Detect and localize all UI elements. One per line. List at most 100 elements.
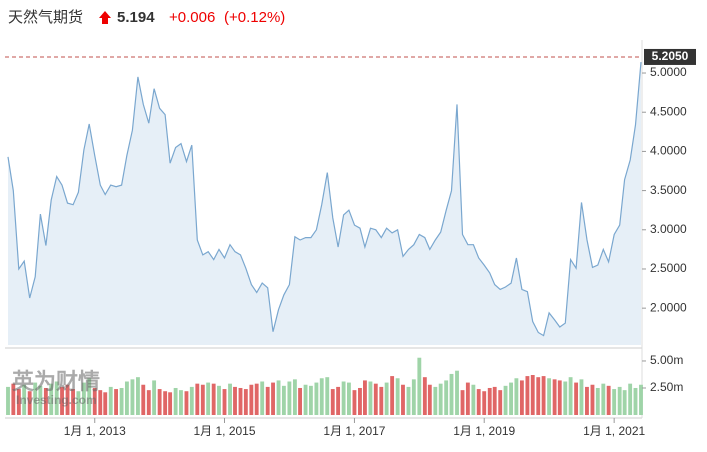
volume-bar [308, 385, 313, 415]
volume-bar [130, 379, 135, 415]
volume-bar [124, 381, 129, 415]
volume-bar [341, 381, 346, 415]
volume-bar [98, 390, 103, 415]
volume-bar [347, 382, 351, 415]
volume-bar [373, 383, 378, 415]
volume-bar [38, 385, 43, 415]
instrument-name: 天然气期货 [8, 9, 83, 26]
volume-bar [92, 387, 97, 415]
volume-bar [87, 378, 92, 415]
x-tick-label: 1月 1, 2021 [583, 424, 645, 438]
volume-bar [568, 377, 573, 415]
volume-bar [103, 392, 108, 415]
volume-bar [352, 390, 357, 415]
volume-bar [612, 389, 617, 415]
watermark: 英为财情 Investing.com [12, 369, 100, 407]
volume-bar [547, 378, 552, 415]
volume-bar [16, 389, 21, 415]
volume-bar [482, 391, 487, 415]
volume-bar [146, 390, 151, 415]
volume-bar [265, 386, 270, 415]
watermark-site: Investing.com [16, 393, 97, 407]
volume-bar [606, 385, 611, 415]
volume-bar [503, 385, 508, 415]
volume-bar [43, 387, 48, 415]
y-tick-label: 2.0000 [650, 300, 687, 314]
volume-bar [211, 383, 216, 415]
x-tick-label: 1月 1, 2019 [453, 424, 515, 438]
volume-bar [206, 382, 211, 415]
volume-bar [179, 390, 183, 415]
volume-bar [298, 387, 302, 415]
volume-bar [217, 385, 221, 415]
volume-bar [622, 390, 627, 415]
volume-bar [427, 384, 432, 415]
volume-bar [233, 386, 237, 415]
volume-bar [184, 391, 189, 415]
volume-bar [238, 387, 243, 415]
y-tick-label: 3.5000 [650, 183, 687, 197]
volume-bar [287, 381, 292, 415]
volume-bar [574, 382, 579, 415]
volume-bar [449, 373, 454, 415]
volume-bar [292, 379, 297, 415]
volume-bar [417, 357, 422, 415]
volume-bar [22, 384, 27, 415]
volume-bar [563, 381, 568, 415]
volume-bar [314, 382, 319, 415]
volume-bar [601, 383, 606, 415]
volume-bar [119, 387, 124, 415]
volume-bar [476, 389, 481, 415]
volume-bar [525, 376, 530, 415]
volume-bar [325, 377, 330, 415]
volume-bar [557, 380, 562, 415]
volume-bar [471, 384, 476, 415]
volume-bar [276, 380, 281, 415]
volume-bar [395, 378, 400, 415]
volume-bar [498, 390, 503, 415]
volume-bar [330, 389, 335, 415]
volume-bar [163, 391, 168, 415]
volume-bar [379, 386, 384, 415]
volume-bar [465, 382, 470, 415]
volume-bar [541, 376, 546, 415]
volume-bar [249, 384, 254, 415]
x-tick-label: 1月 1, 2013 [64, 424, 126, 438]
reference-label-box [644, 48, 696, 65]
volume-bar [492, 386, 497, 415]
volume-bar [254, 383, 259, 415]
volume-bar [514, 378, 519, 415]
volume-bar [422, 377, 427, 415]
volume-bar [390, 376, 395, 415]
x-tick-label: 1月 1, 2017 [323, 424, 385, 438]
volume-bar [433, 386, 438, 415]
volume-bar [152, 380, 157, 415]
volume-bar [455, 370, 459, 415]
area-fill [8, 62, 641, 345]
volume-bar [81, 382, 86, 415]
volume-bar [136, 377, 140, 415]
volume-bar [222, 389, 227, 415]
y-tick-label: 4.0000 [650, 144, 687, 158]
volume-bar [336, 386, 341, 415]
reference-label: 5.2050 [652, 49, 689, 63]
volume-bar [460, 390, 465, 415]
x-tick-label: 1月 1, 2015 [193, 424, 255, 438]
watermark-brand: 英为财情 [12, 369, 100, 394]
volume-bar [281, 385, 286, 415]
volume-bar [260, 381, 265, 415]
volume-bar [633, 387, 638, 415]
volume-bar [60, 386, 64, 415]
volume-bar [108, 386, 113, 415]
volume-bar [509, 382, 513, 415]
volume-bar [552, 379, 557, 415]
volume-bar [173, 387, 178, 415]
y-tick-label: 2.50m [650, 380, 683, 394]
volume-bar [195, 383, 200, 415]
volume-bar [368, 381, 373, 415]
volume-bar [65, 384, 70, 415]
volume-bar [11, 383, 16, 415]
volume-bar [27, 391, 32, 415]
volume-bar [595, 387, 600, 415]
